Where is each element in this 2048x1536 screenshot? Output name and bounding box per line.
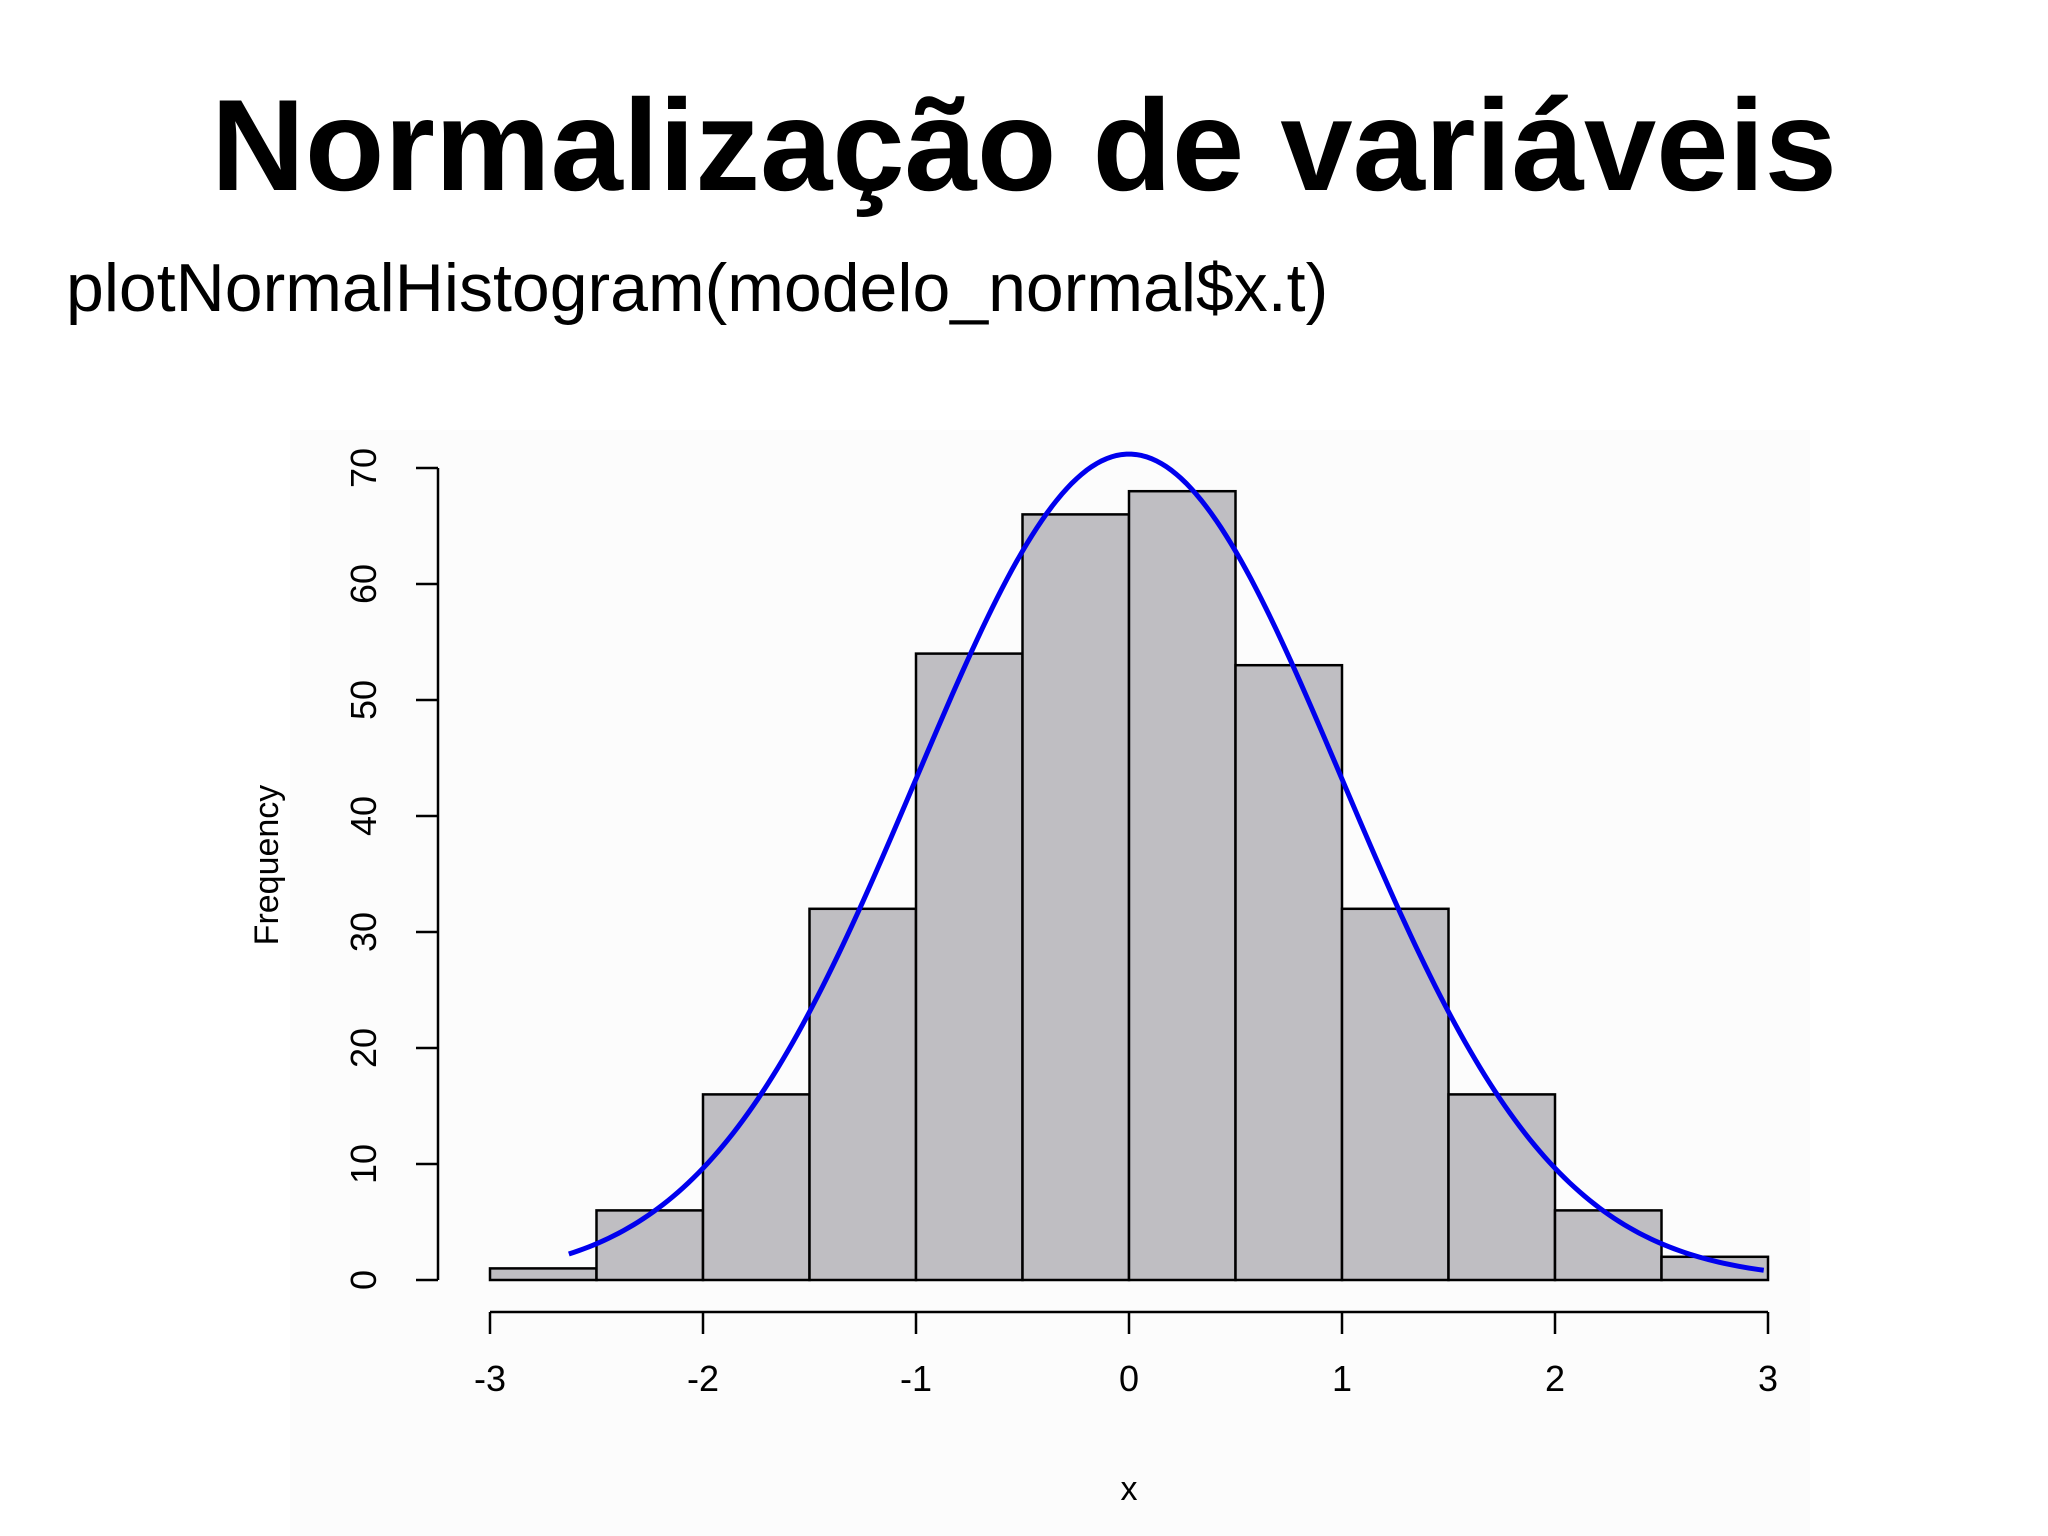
x-tick-label-1: -2 — [687, 1358, 719, 1399]
bars-layer — [488, 489, 1770, 1282]
y-tick-label-6: 60 — [343, 564, 384, 604]
y-axis: 0 10 20 30 40 50 60 70 — [343, 448, 440, 1290]
x-tick-label-2: -1 — [900, 1358, 932, 1399]
histogram-bar-0 — [488, 1267, 598, 1282]
histogram-bar-11 — [1660, 1255, 1770, 1282]
y-tick-label-2: 20 — [343, 1028, 384, 1068]
x-tick-label-3: 0 — [1119, 1358, 1139, 1399]
normal-curve — [568, 451, 1765, 1273]
y-tick-label-4: 40 — [343, 796, 384, 836]
x-tick-label-4: 1 — [1332, 1358, 1352, 1399]
x-tick-label-5: 2 — [1545, 1358, 1565, 1399]
y-axis-label: Frequency — [248, 785, 286, 946]
curve-layer — [568, 451, 1765, 1273]
histogram-bar-3 — [808, 907, 918, 1282]
y-tick-label-0: 0 — [343, 1270, 384, 1290]
x-tick-label-6: 3 — [1758, 1358, 1778, 1399]
x-axis: -3 -2 -1 0 1 2 3 — [474, 1310, 1778, 1399]
histogram-bar-10 — [1553, 1209, 1663, 1282]
histogram-bar-8 — [1340, 907, 1450, 1282]
histogram-bar-5 — [1021, 513, 1131, 1282]
histogram-bar-2 — [701, 1093, 811, 1282]
x-axis-label: x — [1121, 1470, 1138, 1508]
histogram-bar-7 — [1234, 663, 1344, 1282]
y-tick-label-7: 70 — [343, 448, 384, 488]
x-tick-label-0: -3 — [474, 1358, 506, 1399]
histogram-bar-6 — [1127, 489, 1237, 1282]
slide-subtitle: plotNormalHistogram(modelo_normal$x.t) — [66, 250, 1329, 326]
histogram-bar-9 — [1447, 1093, 1557, 1282]
slide-title: Normalização de variáveis — [211, 72, 1837, 218]
y-tick-label-5: 50 — [343, 680, 384, 720]
y-tick-label-3: 30 — [343, 912, 384, 952]
histogram-bar-1 — [595, 1209, 705, 1282]
y-tick-label-1: 10 — [343, 1144, 384, 1184]
